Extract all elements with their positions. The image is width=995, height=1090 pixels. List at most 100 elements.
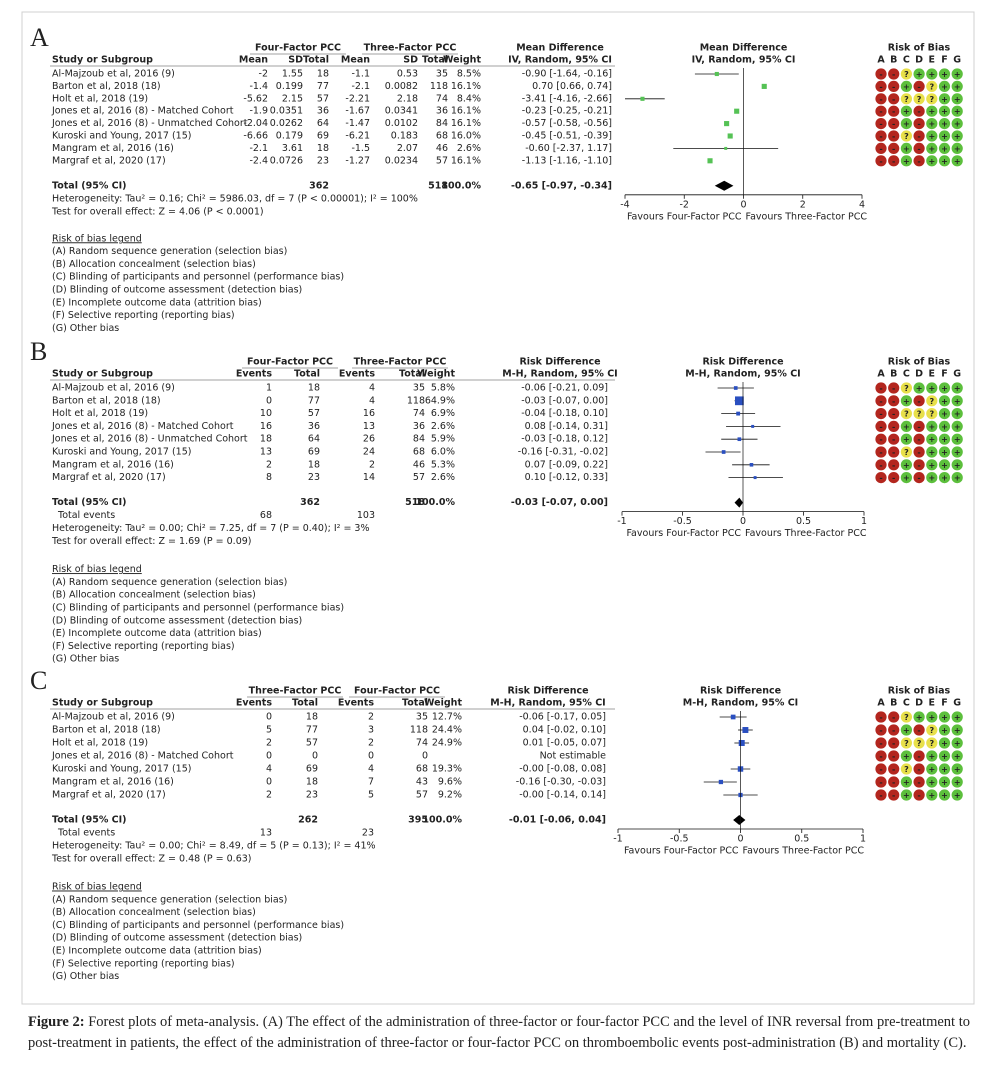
rob-symbol: + (941, 132, 948, 141)
rob-symbol: - (892, 144, 895, 153)
rob-symbol: + (941, 752, 948, 761)
rob-dot (875, 105, 887, 117)
rob-dot (875, 382, 887, 394)
point-estimate (718, 779, 724, 785)
legend-item: (C) Blinding of participants and personn… (52, 272, 344, 283)
table-cell: 0.199 (276, 81, 303, 92)
rob-dot (938, 737, 951, 749)
rob-col: B (890, 55, 897, 66)
rob-dot (875, 789, 887, 801)
rob-symbol: - (879, 448, 882, 457)
rob-dot (938, 408, 951, 420)
rob-dot (926, 433, 938, 445)
rob-symbol: ? (929, 739, 934, 748)
header-group: Four-Factor PCC (354, 686, 440, 697)
rob-dot (900, 68, 913, 80)
rob-title: Risk of Bias (888, 357, 951, 368)
favours-right: Favours Three-Factor PCC (746, 211, 868, 222)
rob-symbol: + (954, 410, 961, 419)
rob-dot (938, 724, 951, 736)
total-effect: -0.03 [-0.07, 0.00] (511, 497, 608, 508)
header-group: Risk Difference (519, 357, 600, 368)
rob-symbol: - (892, 752, 895, 761)
rob-symbol: - (892, 713, 895, 722)
rob-symbol: - (879, 70, 882, 79)
header: Total (303, 55, 329, 66)
table-cell: 57 (317, 93, 329, 104)
table-cell: 77 (317, 81, 329, 92)
x-tick-label: -0.5 (673, 516, 692, 527)
rob-dot (926, 68, 938, 80)
rob-dot (875, 155, 887, 167)
legend-item: (G) Other bias (52, 971, 119, 982)
rob-dot (913, 711, 925, 723)
table-cell: -2.4 (249, 155, 268, 166)
rob-symbol: + (928, 107, 935, 116)
weight: 5.8% (431, 383, 455, 394)
rob-symbol: - (917, 132, 920, 141)
rob-dot (926, 93, 938, 105)
header: Study or Subgroup (52, 55, 153, 66)
table-cell: 0.0234 (385, 155, 418, 166)
rob-symbol: + (928, 474, 935, 483)
rob-symbol: - (917, 82, 920, 91)
legend-item: (B) Allocation concealment (selection bi… (52, 590, 256, 601)
rob-dot (875, 446, 887, 458)
table-cell: 2.07 (397, 143, 418, 154)
rob-dot (888, 776, 900, 788)
point-estimate (749, 463, 754, 467)
weight: 12.7% (432, 712, 462, 723)
rob-symbol: + (941, 765, 948, 774)
table-cell: 0.0082 (385, 81, 418, 92)
x-tick-label: 0 (737, 834, 743, 845)
rob-symbol: - (879, 752, 882, 761)
rob-symbol: ? (917, 739, 922, 748)
point-estimate (714, 71, 719, 77)
header: Events (236, 698, 272, 709)
rob-symbol: - (917, 435, 920, 444)
rob-dot (951, 750, 963, 762)
rob-dot (888, 130, 900, 142)
point-estimate (733, 386, 738, 390)
rob-col: A (877, 369, 885, 380)
caption: Figure 2: Forest plots of meta-analysis.… (28, 1012, 970, 1054)
rob-dot (900, 446, 913, 458)
header: Total (402, 698, 428, 709)
rob-dot (938, 395, 951, 407)
table-cell: 0 (368, 751, 374, 762)
rob-dot (951, 711, 963, 723)
rob-symbol: - (917, 397, 920, 406)
table-cell: 13 (260, 447, 272, 458)
rob-dot (938, 776, 951, 788)
table-cell: 26 (363, 434, 375, 445)
rob-symbol: + (903, 144, 910, 153)
rob-dot (913, 737, 925, 749)
rob-dot (913, 408, 925, 420)
study-name: Holt et al, 2018 (19) (52, 738, 148, 749)
study-name: Holt et al, 2018 (19) (52, 408, 148, 419)
table-cell: 10 (260, 408, 272, 419)
legend-item: (B) Allocation concealment (selection bi… (52, 259, 256, 270)
rob-symbol: - (892, 739, 895, 748)
events-value: 13 (260, 828, 272, 839)
rob-symbol: ? (904, 70, 909, 79)
rob-dot (888, 395, 900, 407)
rob-dot (951, 395, 963, 407)
header: Study or Subgroup (52, 369, 153, 380)
effect-label: -1.13 [-1.16, -1.10] (522, 155, 612, 166)
study-name: Holt et al, 2018 (19) (52, 93, 148, 104)
effect-label: -0.90 [-1.64, -0.16] (522, 69, 612, 80)
rob-dot (951, 142, 963, 154)
rob-symbol: + (941, 70, 948, 79)
rob-dot (913, 420, 925, 432)
summary-diamond (734, 497, 743, 508)
rob-dot (938, 433, 951, 445)
legend-item: (D) Blinding of outcome assessment (dete… (52, 615, 302, 626)
rob-dot (900, 472, 913, 484)
rob-dot (926, 420, 938, 432)
rob-symbol: - (879, 107, 882, 116)
table-cell: -2 (259, 69, 268, 80)
rob-col: D (915, 698, 923, 709)
rob-dot (926, 789, 938, 801)
table-cell: 36 (413, 421, 425, 432)
